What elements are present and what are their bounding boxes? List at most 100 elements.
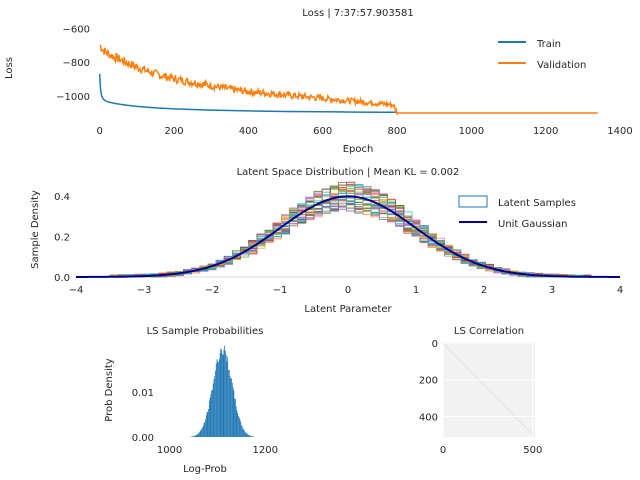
probs-bar <box>194 435 196 437</box>
probs-bar <box>208 400 210 437</box>
probs-bar <box>221 349 222 437</box>
loss-xtick-label: 1200 <box>533 126 558 137</box>
probs-bar <box>231 378 232 437</box>
latent-xtick-label: 3 <box>549 285 555 296</box>
probs-bar <box>200 430 202 437</box>
probs-bar <box>239 419 241 437</box>
corr-diagonal <box>442 342 536 438</box>
corr-gridlines <box>442 342 535 437</box>
loss-xlabel: Epoch <box>343 144 374 155</box>
probs-bar <box>248 435 250 437</box>
probs-bar <box>230 378 232 437</box>
probs-bar <box>228 369 230 437</box>
loss-xtick-label: 1400 <box>607 126 632 137</box>
probs-bar <box>199 430 201 437</box>
probs-bar <box>246 433 248 437</box>
probs-bar <box>212 383 214 437</box>
probs-bar <box>213 379 215 437</box>
probs-bar <box>245 432 247 437</box>
latent-ylabel: Sample Density <box>30 190 41 269</box>
latent-xtick-label: −1 <box>273 285 288 296</box>
probs-bar <box>241 425 242 437</box>
probs-bar <box>208 408 209 437</box>
probs-bar <box>243 429 245 437</box>
probs-bar <box>215 363 217 437</box>
loss-xtick-label: 200 <box>164 126 183 137</box>
latent-xlabel: Latent Parameter <box>304 304 392 315</box>
probs-bar <box>252 436 254 437</box>
probs-bar <box>234 398 235 437</box>
probs-bar <box>197 433 199 437</box>
loss-xtick-label: 600 <box>313 126 332 137</box>
probs-bar <box>236 410 238 437</box>
loss-ytick-label: −800 <box>63 58 90 69</box>
probs-bar <box>220 348 222 437</box>
probs-bar <box>206 411 208 437</box>
probs-bar <box>192 436 194 437</box>
loss-xtick-label: 400 <box>239 126 258 137</box>
probs-bar <box>244 432 246 437</box>
probs-bar <box>225 354 227 437</box>
probs-bar <box>242 428 244 437</box>
probs-bar <box>193 435 195 437</box>
probs-title: LS Sample Probabilities <box>147 326 264 337</box>
train-line <box>98 73 398 114</box>
probs-histogram-bars <box>190 345 255 437</box>
probs-bar <box>231 382 233 437</box>
loss-xtick-label: 1000 <box>459 126 484 137</box>
probs-bar <box>237 413 239 437</box>
probs-ytick-label: 0.00 <box>132 433 154 444</box>
probs-bar <box>204 422 206 437</box>
probs-bar <box>247 434 248 437</box>
probs-bar <box>202 425 204 437</box>
probs-bar <box>195 435 196 437</box>
probs-ytick-label: 0.01 <box>132 388 154 399</box>
probs-bar <box>211 390 213 437</box>
probs-bar <box>219 352 221 437</box>
probs-bar <box>240 421 242 437</box>
probs-bar <box>218 359 220 437</box>
probs-bar <box>228 370 229 437</box>
probs-xlabel: Log-Prob <box>183 464 227 475</box>
probs-bar <box>238 416 239 437</box>
latent-title: Latent Space Distribution | Mean KL = 0.… <box>237 167 460 178</box>
probs-bar <box>244 430 245 437</box>
latent-ytick-label: 0.2 <box>54 233 70 244</box>
probs-xtick-label: 1200 <box>252 445 277 456</box>
probs-bar <box>226 361 228 437</box>
probs-bar <box>201 428 203 437</box>
legend-validation-label: Validation <box>537 60 586 71</box>
probs-bar <box>207 411 209 437</box>
probs-bar <box>251 436 252 437</box>
probs-bar <box>249 435 251 437</box>
legend-train-label: Train <box>536 39 561 50</box>
latent-xtick-label: 4 <box>617 285 623 296</box>
probs-bar <box>214 376 216 437</box>
probs-bar <box>192 436 193 437</box>
corr-title: LS Correlation <box>454 326 524 337</box>
corr-ytick-label: 200 <box>419 376 438 387</box>
loss-xtick-label: 0 <box>97 126 103 137</box>
probs-ylabel: Prob Density <box>104 358 115 421</box>
probs-bar <box>251 436 253 437</box>
loss-ytick-label: −600 <box>63 24 90 35</box>
probs-bar <box>241 426 243 437</box>
probs-bar <box>205 415 207 437</box>
latent-ytick-label: 0.4 <box>54 192 70 203</box>
probs-bar <box>198 433 200 437</box>
probs-bar <box>216 359 218 437</box>
probs-bar <box>250 435 252 437</box>
legend-latent-samples-label: Latent Samples <box>498 198 576 209</box>
probs-bar <box>218 362 219 437</box>
probs-bar <box>215 370 216 437</box>
probs-bar <box>232 387 234 437</box>
loss-ytick-label: −1000 <box>56 92 90 103</box>
loss-xtick-label: 800 <box>387 126 406 137</box>
probs-bar <box>235 406 237 437</box>
probs-bar <box>229 376 231 437</box>
validation-line <box>99 44 598 115</box>
probs-bar <box>224 345 226 437</box>
probs-xtick-label: 1000 <box>157 445 182 456</box>
latent-xtick-label: 2 <box>481 285 487 296</box>
